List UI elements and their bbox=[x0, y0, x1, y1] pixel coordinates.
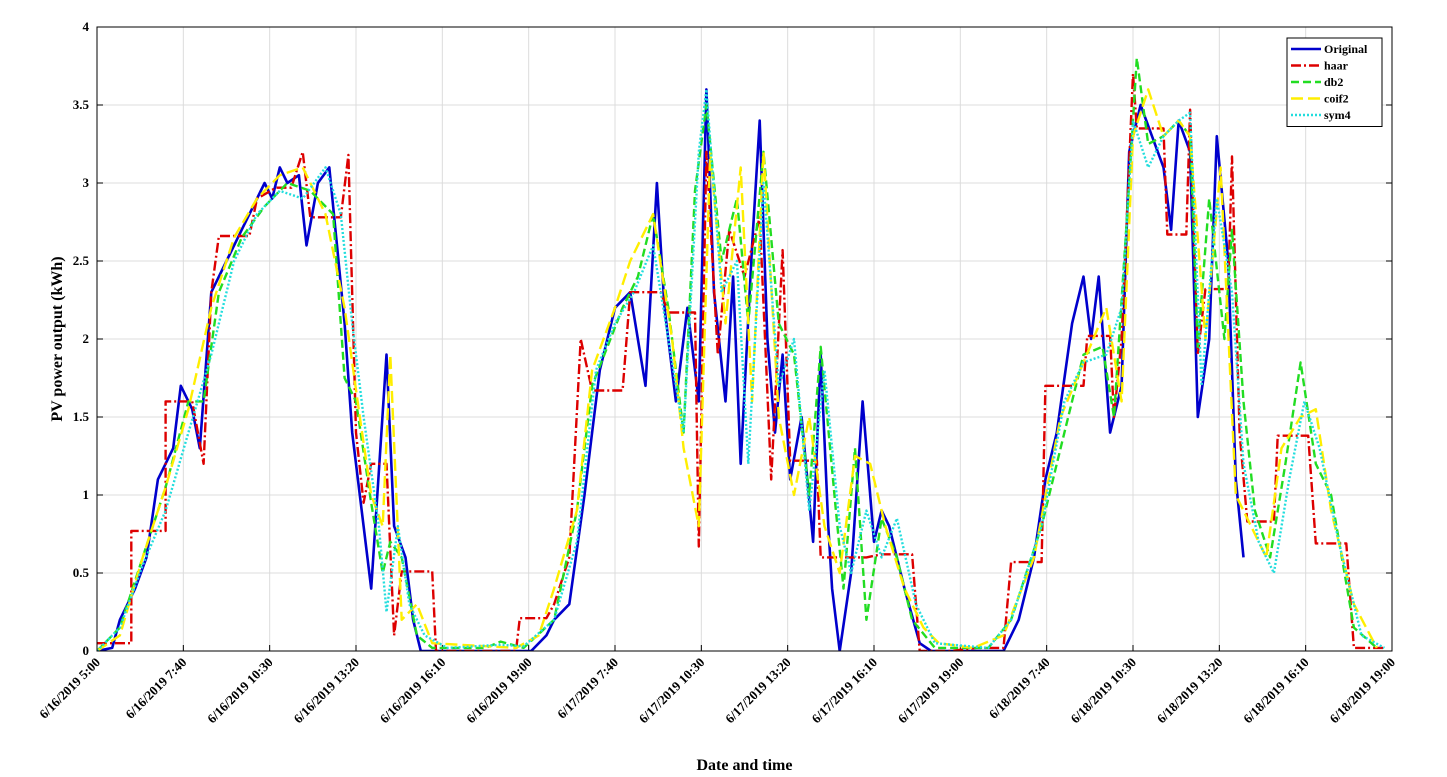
x-tick-label: 6/17/2019 7:40 bbox=[554, 655, 621, 722]
series-line-db2 bbox=[97, 57, 1378, 651]
legend-label-original: Original bbox=[1324, 42, 1368, 56]
x-tick-label: 6/16/2019 19:00 bbox=[463, 655, 535, 727]
legend-label-sym4: sym4 bbox=[1324, 108, 1351, 122]
y-tick-label: 2.5 bbox=[73, 253, 90, 268]
series-line-coif2 bbox=[97, 88, 1378, 651]
legend-label-coif2: coif2 bbox=[1324, 92, 1349, 106]
y-tick-label: 0 bbox=[83, 643, 90, 658]
x-tick-label: 6/18/2019 13:20 bbox=[1154, 655, 1226, 727]
y-tick-label: 0.5 bbox=[73, 565, 90, 580]
x-tick-label: 6/18/2019 19:00 bbox=[1326, 655, 1398, 727]
series-group bbox=[97, 57, 1385, 651]
x-tick-label: 6/16/2019 16:10 bbox=[377, 655, 449, 727]
x-tick-label: 6/18/2019 10:30 bbox=[1067, 655, 1139, 727]
x-tick-label: 6/18/2019 7:40 bbox=[986, 655, 1053, 722]
legend-label-db2: db2 bbox=[1324, 75, 1343, 89]
series-line-haar bbox=[97, 72, 1385, 651]
x-tick-label: 6/16/2019 13:20 bbox=[290, 655, 362, 727]
x-tick-label: 6/16/2019 5:00 bbox=[36, 655, 103, 722]
y-tick-label: 4 bbox=[83, 19, 90, 34]
series-line-original bbox=[97, 88, 1245, 651]
x-tick-label: 6/18/2019 16:10 bbox=[1240, 655, 1312, 727]
x-tick-label: 6/17/2019 10:30 bbox=[636, 655, 708, 727]
x-tick-label: 6/17/2019 16:10 bbox=[808, 655, 880, 727]
y-axis-title: PV power output (kWh) bbox=[49, 256, 66, 421]
y-tick-label: 3 bbox=[83, 175, 90, 190]
x-tick-label: 6/17/2019 19:00 bbox=[895, 655, 967, 727]
x-tick-label: 6/16/2019 10:30 bbox=[204, 655, 276, 727]
y-tick-label: 1 bbox=[83, 487, 90, 502]
y-tick-label: 3.5 bbox=[73, 97, 90, 112]
y-tick-label: 2 bbox=[83, 331, 90, 346]
axes-box bbox=[96, 26, 1393, 652]
x-tick-label: 6/16/2019 7:40 bbox=[122, 655, 189, 722]
x-axis-title: Date and time bbox=[697, 757, 793, 774]
legend: Original haar db2 coif2 sym4 bbox=[1286, 37, 1383, 127]
y-tick-label: 1.5 bbox=[73, 409, 90, 424]
legend-label-haar: haar bbox=[1324, 59, 1349, 73]
x-tick-label: 6/17/2019 13:20 bbox=[722, 655, 794, 727]
legend-box bbox=[1286, 37, 1383, 127]
series-line-sym4 bbox=[97, 88, 1385, 651]
